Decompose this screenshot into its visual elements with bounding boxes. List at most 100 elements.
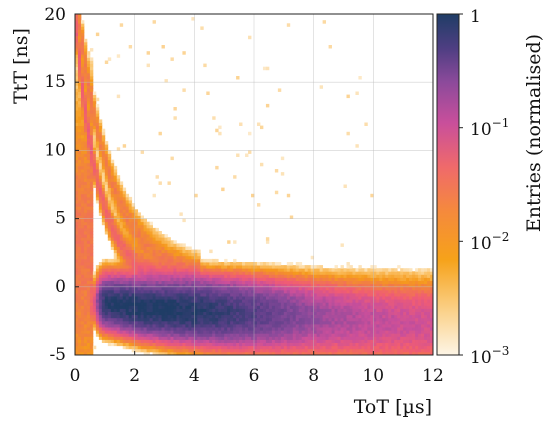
heatmap-cell	[215, 305, 219, 309]
heatmap-cell	[421, 330, 425, 334]
heatmap-cell	[215, 345, 219, 350]
heatmap-cell	[418, 302, 422, 306]
heatmap-cell	[254, 265, 258, 269]
heatmap-cell	[89, 184, 94, 188]
heatmap-cell	[203, 324, 207, 328]
heatmap-cell	[173, 305, 177, 309]
heatmap-cell	[262, 299, 267, 303]
heatmap-cell	[113, 172, 118, 176]
heatmap-cell	[289, 320, 294, 325]
heatmap-cell	[206, 274, 210, 278]
heatmap-cell	[406, 317, 410, 322]
heatmap-cell	[131, 283, 136, 288]
heatmap-cell	[164, 324, 168, 328]
heatmap-cell	[101, 274, 106, 278]
heatmap-cell	[227, 324, 231, 328]
heatmap-cell	[418, 296, 422, 300]
heatmap-cell	[188, 246, 192, 250]
heatmap-cell	[170, 265, 174, 269]
heatmap-cell	[170, 299, 174, 303]
heatmap-cell	[388, 336, 392, 340]
heatmap-cell	[89, 237, 94, 241]
heatmap-cell	[364, 122, 368, 126]
heatmap-cell	[77, 327, 82, 331]
heatmap-cell	[212, 268, 216, 272]
heatmap-cell	[116, 265, 121, 269]
heatmap-cell	[185, 255, 189, 260]
heatmap-cell	[140, 317, 145, 322]
heatmap-cell	[385, 299, 389, 303]
heatmap-cell	[110, 196, 115, 201]
heatmap-cell	[110, 181, 115, 185]
heatmap-cell	[173, 308, 177, 312]
heatmap-cell	[170, 333, 174, 337]
heatmap-cell	[224, 265, 228, 269]
heatmap-cell	[110, 277, 115, 281]
heatmap-cell	[83, 203, 88, 207]
heatmap-cell	[355, 342, 359, 347]
heatmap-cell	[131, 237, 136, 241]
heatmap-cell	[334, 293, 338, 297]
heatmap-cell	[173, 296, 177, 300]
heatmap-cell	[349, 327, 353, 331]
heatmap-cell	[409, 299, 413, 303]
heatmap-cell	[80, 317, 85, 322]
heatmap-cell	[128, 293, 133, 297]
heatmap-cell	[149, 327, 153, 331]
heatmap-cell	[319, 314, 324, 319]
heatmap-cell	[259, 336, 264, 340]
heatmap-cell	[236, 265, 240, 269]
heatmap-cell	[325, 289, 329, 294]
heatmap-cell	[271, 265, 276, 269]
heatmap-cell	[277, 324, 282, 328]
heatmap-cell	[355, 351, 359, 355]
heatmap-cell	[119, 224, 124, 229]
heatmap-cell	[98, 311, 103, 316]
heatmap-cell	[185, 283, 189, 288]
heatmap-cell	[406, 320, 410, 325]
heatmap-cell	[167, 308, 171, 312]
heatmap-cell	[95, 134, 100, 139]
heatmap-cell	[113, 314, 118, 319]
heatmap-cell	[92, 113, 97, 117]
heatmap-cell	[161, 324, 165, 328]
heatmap-cell	[152, 302, 156, 306]
heatmap-cell	[379, 293, 383, 297]
heatmap-cell	[265, 237, 270, 241]
heatmap-cell	[274, 345, 279, 350]
heatmap-cell	[197, 351, 201, 355]
heatmap-cell	[125, 209, 130, 213]
heatmap-cell	[331, 268, 335, 272]
heatmap-cell	[254, 280, 258, 285]
heatmap-cell	[152, 286, 156, 291]
heatmap-cell	[328, 327, 332, 331]
heatmap-cell	[424, 345, 428, 350]
heatmap-cell	[427, 351, 431, 355]
heatmap-cell	[340, 339, 344, 343]
heatmap-cell	[89, 203, 94, 207]
heatmap-cell	[394, 327, 398, 331]
heatmap-cell	[397, 283, 401, 288]
heatmap-cell	[349, 274, 353, 278]
heatmap-cell	[185, 299, 189, 303]
heatmap-cell	[376, 293, 380, 297]
heatmap-cell	[152, 314, 156, 319]
heatmap-cell	[110, 169, 115, 173]
heatmap-cell	[370, 308, 374, 312]
heatmap-cell	[89, 305, 94, 309]
heatmap-cell	[188, 249, 192, 254]
heatmap-cell	[337, 336, 341, 340]
heatmap-cell	[128, 218, 133, 223]
heatmap-cell	[424, 339, 428, 343]
heatmap-cell	[337, 289, 341, 294]
heatmap-cell	[128, 237, 133, 241]
heatmap-cell	[80, 296, 85, 300]
heatmap-cell	[271, 305, 276, 309]
heatmap-cell	[274, 317, 279, 322]
heatmap-cell	[83, 258, 88, 263]
heatmap-cell	[101, 209, 106, 213]
heatmap-cell	[134, 339, 139, 343]
heatmap-cell	[313, 327, 318, 331]
heatmap-cell	[259, 348, 264, 353]
heatmap-cell	[421, 342, 425, 347]
